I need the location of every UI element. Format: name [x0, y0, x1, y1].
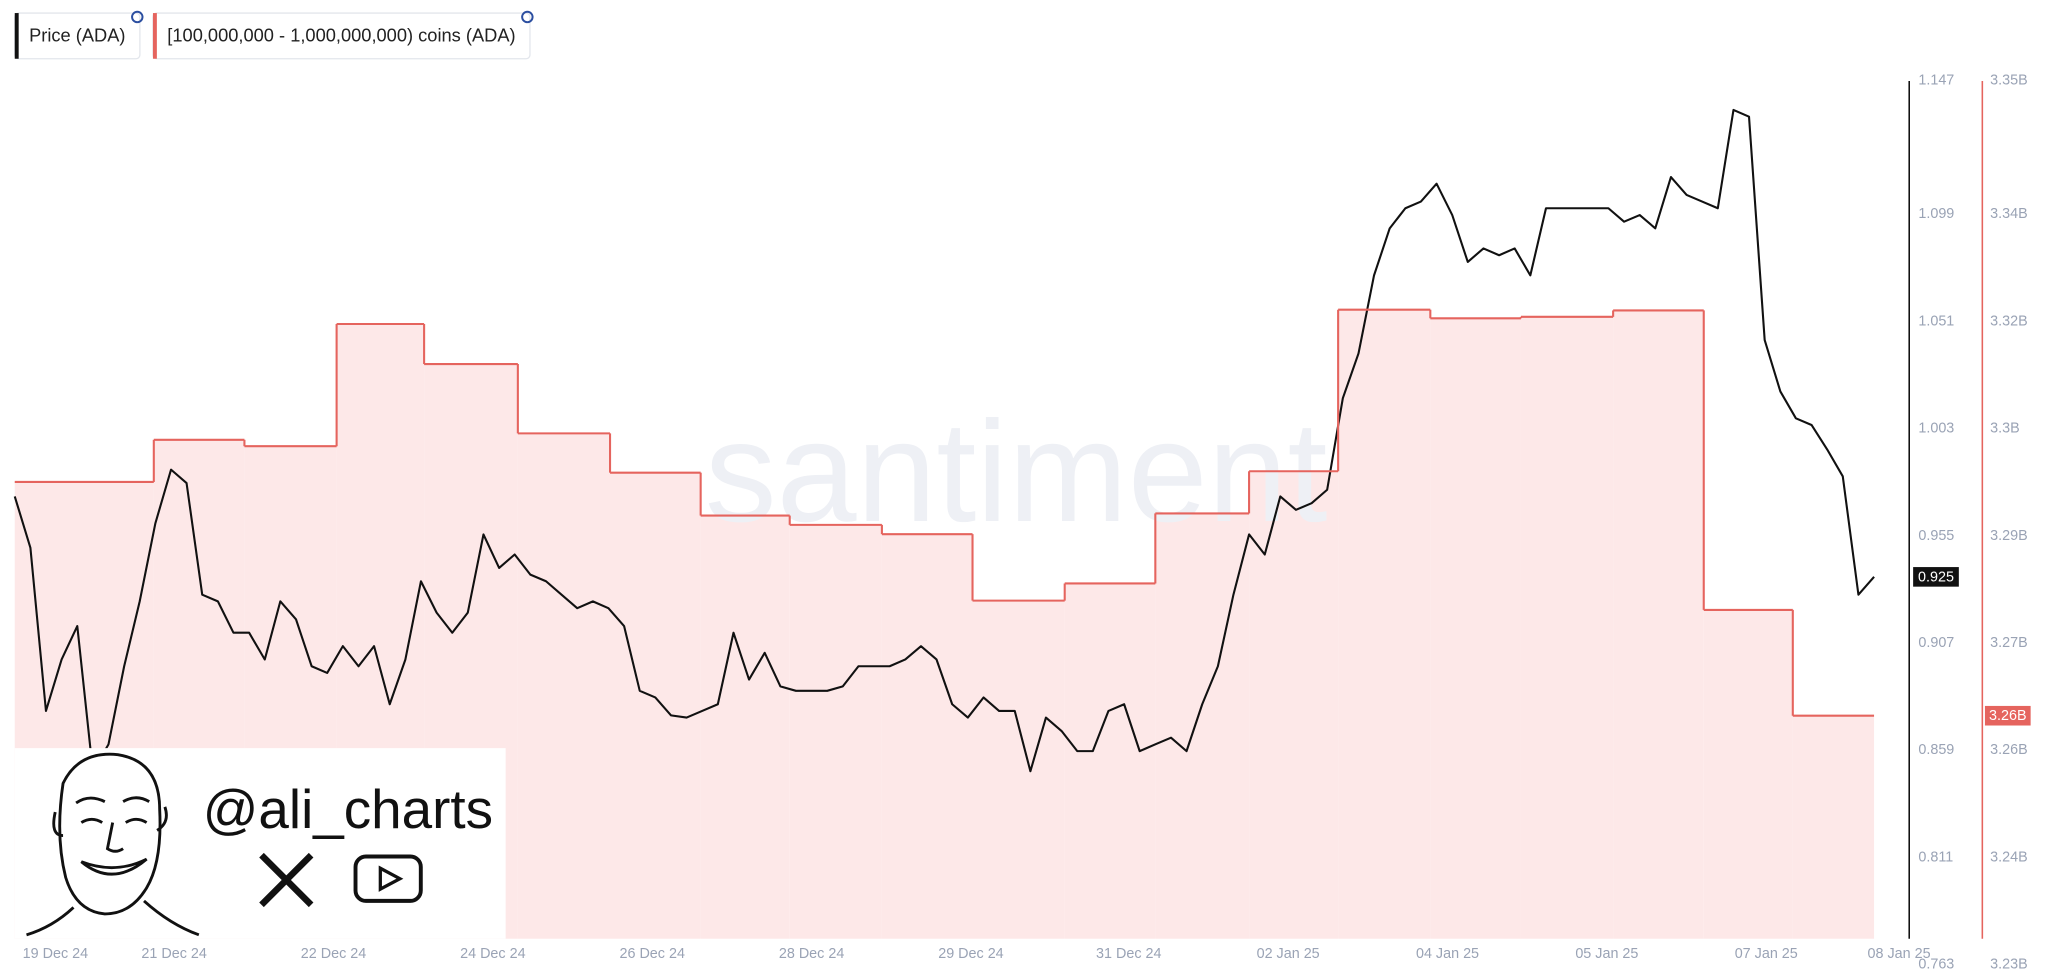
- step-area: [1792, 715, 1875, 939]
- x-tick-label: 24 Dec 24: [460, 946, 525, 962]
- avatar: [26, 752, 200, 937]
- y2-tick-label: 3.26B: [1990, 742, 2028, 758]
- current-value-label: 0.925: [1918, 569, 1954, 585]
- y-tick-label: 0.811: [1918, 849, 1953, 865]
- handle: @ali_charts: [203, 778, 493, 840]
- step-area: [1430, 318, 1521, 939]
- x-tick-label: 31 Dec 24: [1096, 946, 1161, 962]
- y2-tick-label: 3.23B: [1990, 957, 2028, 973]
- step-area: [1155, 513, 1250, 939]
- x-tick-label: 28 Dec 24: [779, 946, 844, 962]
- current-value-label: 3.26B: [1989, 708, 2027, 724]
- y2-tick-label: 3.27B: [1990, 635, 2028, 651]
- step-area: [610, 472, 701, 939]
- y2-tick-label: 3.29B: [1990, 528, 2028, 544]
- axes: 19 Dec 24 21 Dec 24 22 Dec 24 24 Dec 24 26 D…: [23, 73, 2031, 973]
- step-area: [881, 534, 973, 939]
- step-area: [1613, 310, 1704, 939]
- legend-icon: [131, 10, 144, 24]
- step-area: [1703, 609, 1793, 939]
- y-tick-label: 1.003: [1918, 421, 1954, 437]
- x-icon: [259, 852, 314, 908]
- step-area: [1249, 471, 1339, 939]
- x-tick-label: 29 Dec 24: [938, 946, 1003, 962]
- y-tick-label: 0.907: [1918, 635, 1954, 651]
- youtube-icon: [353, 854, 423, 903]
- step-area: [517, 433, 611, 939]
- y-tick-label: 0.955: [1918, 528, 1954, 544]
- step-area: [700, 515, 790, 939]
- x-tick-label: 02 Jan 25: [1257, 946, 1320, 962]
- legend-icon: [521, 10, 534, 24]
- current-value-tag: [1984, 705, 2031, 726]
- x-tick-label: 19 Dec 24: [23, 946, 88, 962]
- y2-tick-label: 3.32B: [1990, 313, 2028, 329]
- y-tick-label: 1.099: [1918, 206, 1954, 222]
- branding-box: @ali_charts: [14, 748, 506, 939]
- legend: Price (ADA) [100,000,000 - 1,000,000,000)…: [14, 10, 534, 60]
- watermark: santiment: [705, 392, 1328, 552]
- y-tick-label: 0.763: [1918, 957, 1954, 973]
- x-tick-label: 26 Dec 24: [619, 946, 684, 962]
- youtube-play: [378, 865, 404, 892]
- x-tick-label: 07 Jan 25: [1735, 946, 1798, 962]
- legend-item: Price (ADA): [14, 10, 144, 60]
- x-tick-label: 22 Dec 24: [301, 946, 366, 962]
- series-layer: [13, 108, 1875, 773]
- legend-item: [100,000,000 - 1,000,000,000) coins (ADA…: [152, 10, 534, 60]
- step-area: [1520, 316, 1614, 939]
- x-tick-label: 04 Jan 25: [1416, 946, 1479, 962]
- legend-swatch: [152, 13, 157, 59]
- step-area: [1064, 583, 1156, 939]
- legend-label: Price (ADA): [29, 24, 125, 45]
- y2-tick-label: 3.34B: [1990, 206, 2028, 222]
- legend-label: [100,000,000 - 1,000,000,000) coins (ADA…: [167, 24, 515, 45]
- step-area: [1338, 309, 1431, 939]
- y-tick-label: 0.859: [1918, 742, 1954, 758]
- y2-tick-label: 3.35B: [1990, 73, 2028, 89]
- y-tick-label: 1.051: [1918, 313, 1954, 329]
- x-tick-label: 21 Dec 24: [141, 946, 206, 962]
- y2-tick-label: 3.3B: [1990, 421, 2020, 437]
- x-tick-label: 05 Jan 25: [1575, 946, 1638, 962]
- legend-swatch: [14, 13, 19, 59]
- price-line: [13, 108, 1875, 773]
- y-tick-label: 1.147: [1918, 73, 1954, 89]
- current-value-tag: [1913, 567, 1959, 587]
- x-tick-label: 08 Jan 25: [1868, 946, 1931, 962]
- step-area: [789, 524, 882, 939]
- y2-tick-label: 3.24B: [1990, 849, 2028, 865]
- step-area: [972, 600, 1065, 939]
- branding-bg: [14, 748, 506, 939]
